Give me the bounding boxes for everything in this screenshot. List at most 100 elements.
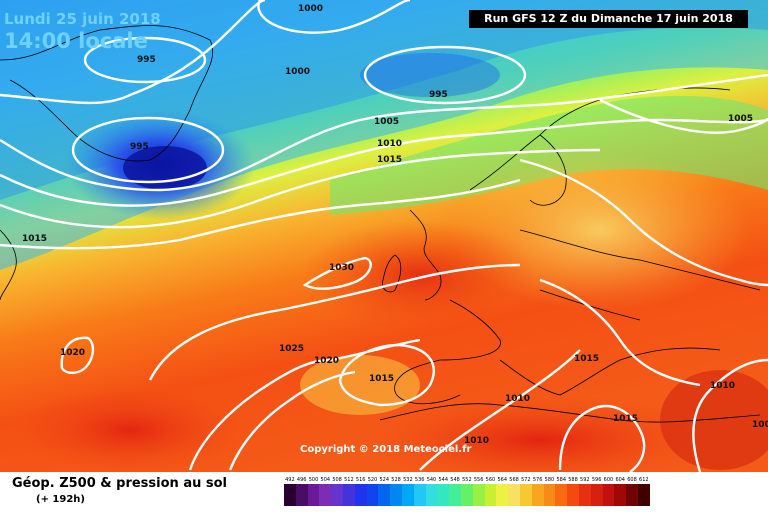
- isobar-label: 1010: [710, 381, 736, 391]
- scale-tick-label: 512: [344, 477, 354, 483]
- isobar-label: 1010: [505, 394, 531, 404]
- scale-tick-label: 600: [603, 477, 614, 483]
- isobar-label: 995: [429, 90, 448, 100]
- scale-swatch: [284, 484, 296, 506]
- isobar-label: 1010: [464, 436, 490, 446]
- scale-cell: 596: [590, 476, 603, 506]
- scale-swatch: [531, 484, 544, 506]
- scale-tick-label: 492: [285, 477, 295, 483]
- forecast-range: (+ 192h): [36, 494, 85, 505]
- scale-tick-label: 560: [485, 477, 496, 483]
- scale-cell: 568: [508, 476, 520, 506]
- scale-swatch: [413, 484, 426, 506]
- scale-swatch: [496, 484, 509, 506]
- scale-swatch: [437, 484, 450, 506]
- scale-swatch: [567, 484, 579, 506]
- scale-swatch: [578, 484, 591, 506]
- scale-cell: 580: [543, 476, 556, 506]
- scale-swatch: [319, 484, 332, 506]
- scale-tick-label: 528: [391, 477, 401, 483]
- scale-cell: 584: [555, 476, 568, 506]
- scale-cell: 612: [637, 476, 650, 506]
- scale-cell: 536: [413, 476, 426, 506]
- coastlines: [0, 25, 761, 423]
- copyright-text: Copyright © 2018 Meteociel.fr: [300, 444, 472, 455]
- scale-tick-label: 592: [580, 477, 590, 483]
- scale-swatch: [602, 484, 615, 506]
- isobar-label: 1005: [728, 114, 754, 124]
- isobar-label: 1015: [22, 234, 48, 244]
- scale-tick-label: 572: [521, 477, 531, 483]
- isobar-label: 1015: [574, 354, 600, 364]
- scale-tick-label: 508: [332, 477, 342, 483]
- scale-cell: 588: [567, 476, 579, 506]
- scale-tick-label: 552: [462, 477, 472, 483]
- scale-cell: 540: [425, 476, 438, 506]
- scale-cell: 496: [295, 476, 308, 506]
- scale-tick-label: 584: [556, 477, 566, 483]
- scale-swatch: [472, 484, 485, 506]
- scale-swatch: [626, 484, 638, 506]
- scale-swatch: [519, 484, 532, 506]
- scale-tick-label: 520: [367, 477, 378, 483]
- isobar-label: 1005: [374, 117, 400, 127]
- forecast-datetime: Lundi 25 juin 2018 14:00 locale: [4, 12, 161, 52]
- scale-cell: 604: [614, 476, 627, 506]
- scale-cell: 544: [437, 476, 450, 506]
- z500-pressure-map: [0, 0, 768, 472]
- scale-cell: 608: [626, 476, 638, 506]
- isobar-label: 1020: [314, 356, 340, 366]
- isobar-label: 1030: [329, 263, 355, 273]
- isobar-label: 1010: [377, 139, 403, 149]
- scale-swatch: [614, 484, 627, 506]
- scale-cell: 500: [307, 476, 320, 506]
- scale-tick-label: 568: [509, 477, 519, 483]
- scale-swatch: [508, 484, 520, 506]
- scale-tick-label: 500: [308, 477, 319, 483]
- scale-cell: 508: [331, 476, 343, 506]
- isobar-label: 995: [130, 142, 149, 152]
- scale-tick-label: 580: [544, 477, 555, 483]
- scale-swatch: [425, 484, 438, 506]
- color-scale: 492 496 500 504 508 512 516 520 524 528 532 536 540 5…: [284, 476, 650, 506]
- scale-tick-label: 524: [379, 477, 390, 483]
- legend-footer: Géop. Z500 & pression au sol (+ 192h) 49…: [0, 472, 768, 512]
- scale-swatch: [378, 484, 391, 506]
- scale-swatch: [449, 484, 461, 506]
- isobar-label: 1020: [60, 348, 86, 358]
- scale-cell: 520: [366, 476, 379, 506]
- scale-cell: 556: [472, 476, 485, 506]
- scale-swatch: [354, 484, 367, 506]
- forecast-time: 14:00 locale: [4, 29, 148, 53]
- scale-swatch: [555, 484, 568, 506]
- scale-swatch: [342, 484, 355, 506]
- scale-tick-label: 612: [639, 477, 649, 483]
- scale-swatch: [460, 484, 473, 506]
- scale-swatch: [366, 484, 379, 506]
- scale-cell: 572: [519, 476, 532, 506]
- scale-tick-label: 576: [532, 477, 543, 483]
- map-title: Géop. Z500 & pression au sol: [12, 476, 227, 491]
- scale-swatch: [590, 484, 603, 506]
- scale-tick-label: 564: [497, 477, 508, 483]
- scale-tick-label: 516: [355, 477, 366, 483]
- scale-cell: 592: [578, 476, 591, 506]
- scale-swatch: [401, 484, 414, 506]
- scale-cell: 548: [449, 476, 461, 506]
- scale-tick-label: 496: [296, 477, 307, 483]
- scale-swatch: [307, 484, 320, 506]
- scale-cell: 528: [390, 476, 402, 506]
- scale-swatch: [484, 484, 497, 506]
- run-info-box: Run GFS 12 Z du Dimanche 17 juin 2018: [469, 10, 748, 28]
- scale-tick-label: 608: [627, 477, 637, 483]
- isobar-label: 1025: [279, 344, 305, 354]
- scale-cell: 504: [319, 476, 332, 506]
- scale-tick-label: 588: [568, 477, 578, 483]
- scale-cell: 560: [484, 476, 497, 506]
- scale-cell: 524: [378, 476, 391, 506]
- scale-cell: 552: [460, 476, 473, 506]
- scale-tick-label: 540: [426, 477, 437, 483]
- isobar-label: 1000: [298, 4, 324, 14]
- isobar-label: 1015: [369, 374, 395, 384]
